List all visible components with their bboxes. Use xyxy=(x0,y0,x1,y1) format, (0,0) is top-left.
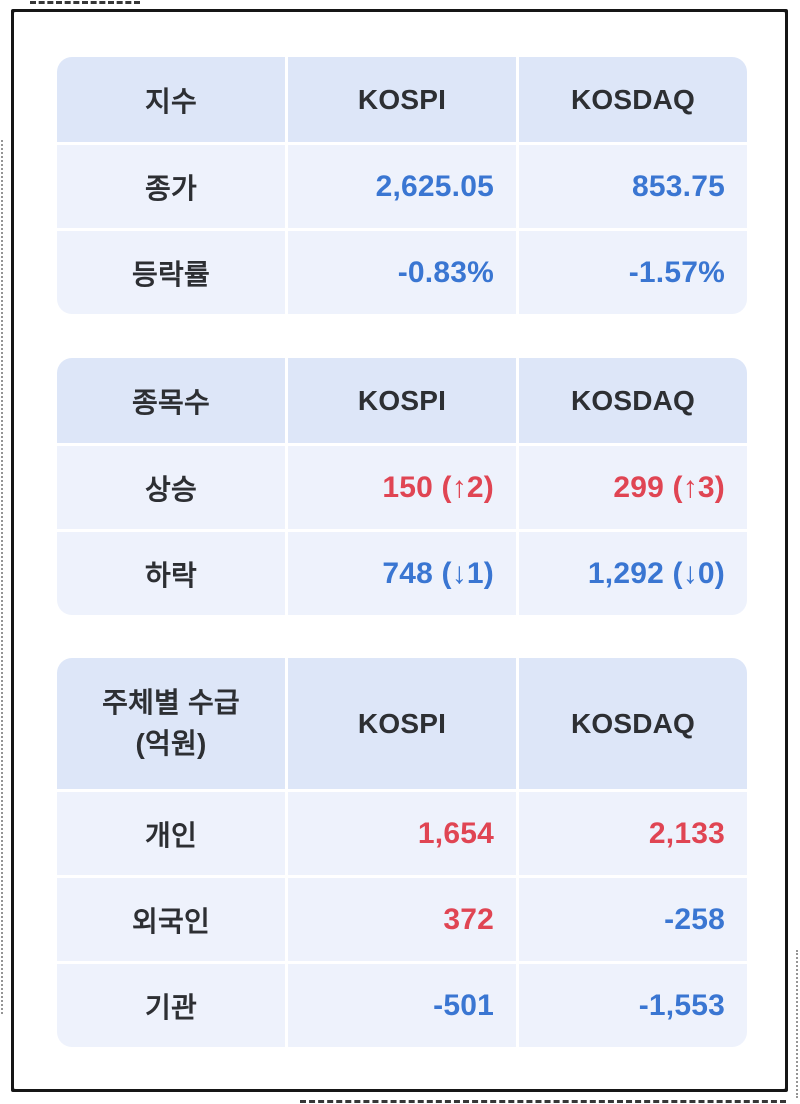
kospi-column-header: KOSPI xyxy=(288,57,516,142)
kosdaq-change-value: -1.57% xyxy=(519,231,747,314)
index-summary-table: 지수 KOSPI KOSDAQ 종가 2,625.05 853.75 등락률 -… xyxy=(57,57,747,314)
row-label-advancers: 상승 xyxy=(57,446,285,529)
value-text: 150 (↑2) xyxy=(382,470,494,504)
value-text: 1,654 xyxy=(417,816,494,850)
row-label-foreigner: 외국인 xyxy=(57,878,285,961)
kosdaq-close-value: 853.75 xyxy=(519,145,747,228)
index-table-title: 지수 xyxy=(57,57,285,142)
kosdaq-individual-value: 2,133 xyxy=(519,792,747,875)
value-text: 299 (↑3) xyxy=(613,470,725,504)
investor-flow-table-title: 주체별 수급 (억원) xyxy=(57,658,285,789)
value-text: 1,292 (↓0) xyxy=(587,556,725,590)
value-text: -0.83% xyxy=(397,255,494,289)
frame-stroke-fragment-bottom xyxy=(300,1100,786,1103)
kospi-advancers-value: 150 (↑2) xyxy=(288,446,516,529)
stock-count-table: 종목수 KOSPI KOSDAQ 상승 150 (↑2) 299 (↑3) 하락… xyxy=(57,358,747,615)
value-text: -1,553 xyxy=(638,988,725,1022)
frame-stroke-fragment-top xyxy=(30,1,140,4)
row-label-individual: 개인 xyxy=(57,792,285,875)
kospi-close-value: 2,625.05 xyxy=(288,145,516,228)
kospi-decliners-value: 748 (↓1) xyxy=(288,532,516,615)
frame-stroke-fragment-right xyxy=(796,950,798,1098)
value-text: 2,625.05 xyxy=(375,169,494,203)
kospi-column-header: KOSPI xyxy=(288,358,516,443)
kosdaq-foreigner-value: -258 xyxy=(519,878,747,961)
value-text: 372 xyxy=(443,902,494,936)
value-text: 2,133 xyxy=(648,816,725,850)
kosdaq-column-header: KOSDAQ xyxy=(519,658,747,789)
frame-stroke-fragment-left xyxy=(1,140,3,1014)
row-label-change-rate: 등락률 xyxy=(57,231,285,314)
kosdaq-decliners-value: 1,292 (↓0) xyxy=(519,532,747,615)
kospi-column-header: KOSPI xyxy=(288,658,516,789)
row-label-decliners: 하락 xyxy=(57,532,285,615)
kospi-change-value: -0.83% xyxy=(288,231,516,314)
value-text: -1.57% xyxy=(628,255,725,289)
kospi-foreigner-value: 372 xyxy=(288,878,516,961)
investor-flow-table: 주체별 수급 (억원) KOSPI KOSDAQ 개인 1,654 2,133 … xyxy=(57,658,747,1047)
value-text: -501 xyxy=(433,988,494,1022)
kosdaq-advancers-value: 299 (↑3) xyxy=(519,446,747,529)
stock-count-table-title: 종목수 xyxy=(57,358,285,443)
row-label-institution: 기관 xyxy=(57,964,285,1047)
kosdaq-column-header: KOSDAQ xyxy=(519,358,747,443)
kosdaq-column-header: KOSDAQ xyxy=(519,57,747,142)
kospi-individual-value: 1,654 xyxy=(288,792,516,875)
row-label-close: 종가 xyxy=(57,145,285,228)
value-text: 748 (↓1) xyxy=(382,556,494,590)
value-text: -258 xyxy=(664,902,725,936)
kosdaq-institution-value: -1,553 xyxy=(519,964,747,1047)
value-text: 853.75 xyxy=(632,169,725,203)
kospi-institution-value: -501 xyxy=(288,964,516,1047)
